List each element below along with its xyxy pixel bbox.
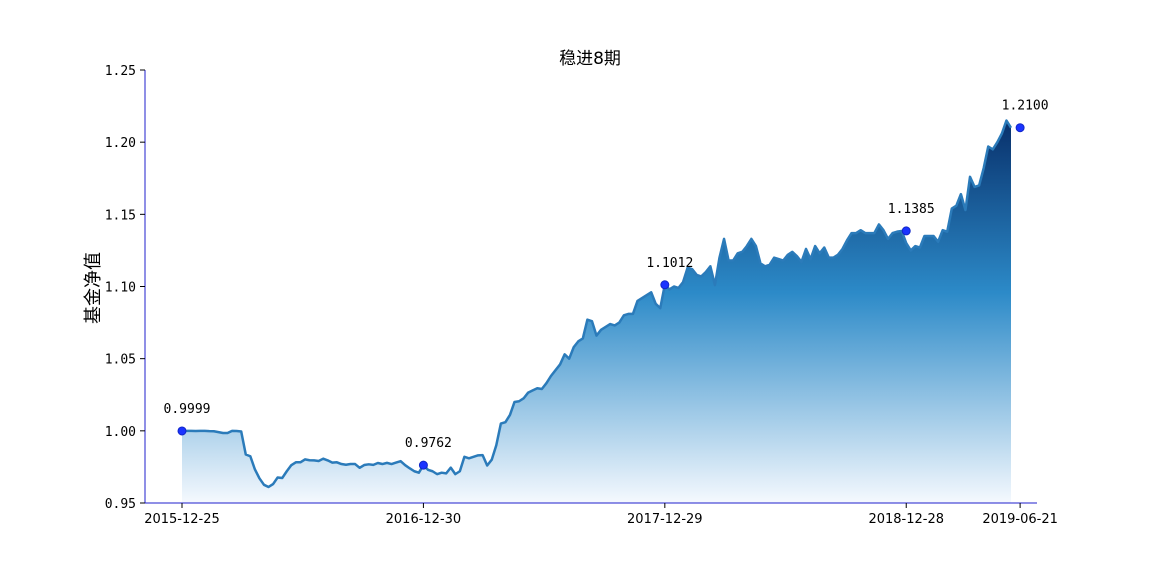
x-tick-label: 2019-06-21 bbox=[982, 512, 1058, 527]
annotation-marker bbox=[901, 226, 911, 236]
y-tick-label: 1.15 bbox=[105, 208, 136, 223]
annotation-marker bbox=[177, 426, 187, 436]
y-tick-label: 1.00 bbox=[105, 425, 136, 440]
annotation-label: 1.1012 bbox=[646, 256, 693, 271]
x-tick-label: 2015-12-25 bbox=[144, 512, 220, 527]
x-tick-label: 2016-12-30 bbox=[386, 512, 462, 527]
annotation-label: 1.2100 bbox=[1002, 99, 1049, 114]
series-line bbox=[181, 119, 1013, 489]
chart-title: 稳进8期 bbox=[559, 49, 621, 69]
series-area-fill bbox=[182, 120, 1011, 504]
annotation-label: 0.9999 bbox=[164, 402, 211, 417]
y-tick-label: 1.10 bbox=[105, 281, 136, 296]
y-tick-label: 0.95 bbox=[105, 497, 136, 512]
x-tick-label: 2018-12-28 bbox=[868, 512, 944, 527]
y-tick-label: 1.25 bbox=[105, 64, 136, 79]
y-tick-label: 1.05 bbox=[105, 353, 136, 368]
annotation-label: 1.1385 bbox=[888, 202, 935, 217]
y-tick-label: 1.20 bbox=[105, 136, 136, 151]
annotation-marker bbox=[418, 460, 428, 470]
x-tick-label: 2017-12-29 bbox=[627, 512, 703, 527]
annotation-marker bbox=[1015, 123, 1025, 133]
annotation-marker bbox=[660, 280, 670, 290]
annotation-label: 0.9762 bbox=[405, 436, 452, 451]
